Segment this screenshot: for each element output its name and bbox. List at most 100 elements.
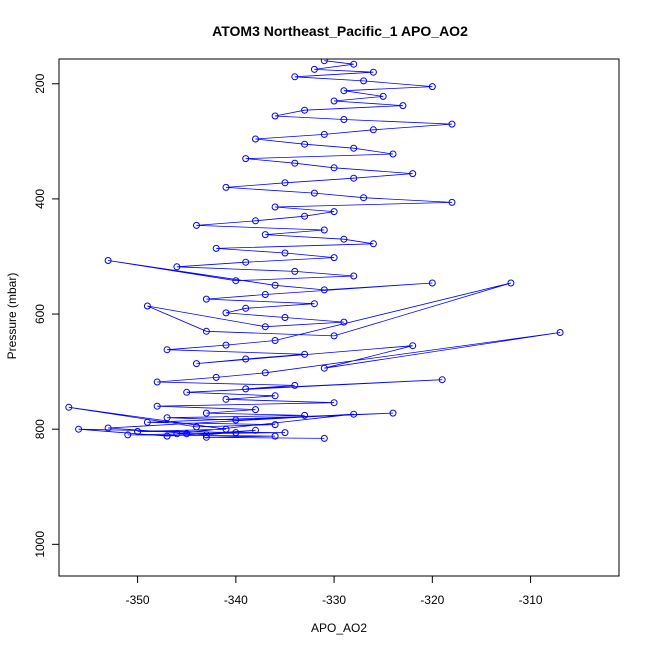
- data-point: [134, 428, 142, 435]
- data-point: [389, 150, 397, 158]
- data-point: [143, 418, 151, 426]
- data-point: [222, 341, 230, 349]
- data-point: [202, 327, 210, 335]
- data-point: [320, 226, 328, 234]
- data-point: [202, 433, 210, 441]
- data-point: [360, 77, 368, 85]
- data-point: [202, 295, 210, 303]
- chart-title: ATOM3 Northeast_Pacific_1 APO_AO2: [212, 23, 468, 39]
- data-point: [301, 411, 309, 419]
- data-point: [212, 373, 220, 381]
- data-point: [271, 432, 279, 440]
- axes-layer: -350 -340 -330 -320 -310 200 400 600 800 1000: [33, 73, 543, 607]
- data-layer: [65, 59, 564, 442]
- data-point: [202, 431, 210, 439]
- data-point: [104, 424, 112, 432]
- data-point: [232, 416, 240, 424]
- data-point: [163, 414, 171, 422]
- data-point: [222, 395, 230, 403]
- data-point: [320, 286, 328, 294]
- data-point: [271, 281, 279, 289]
- data-point: [379, 92, 387, 100]
- data-point: [252, 135, 259, 143]
- data-point: [232, 429, 240, 437]
- y-tick-label: 1000: [33, 531, 47, 558]
- data-point: [222, 309, 230, 317]
- data-point: [448, 120, 456, 128]
- x-tick-label: -310: [519, 593, 543, 607]
- data-point: [369, 68, 377, 76]
- data-point: [320, 364, 328, 372]
- data-point: [320, 59, 328, 65]
- data-point: [389, 409, 397, 417]
- data-point: [173, 430, 181, 438]
- data-point: [448, 198, 456, 206]
- data-point: [281, 249, 289, 257]
- data-point: [222, 183, 230, 191]
- data-point: [163, 432, 171, 440]
- data-point: [291, 73, 299, 81]
- data-point: [330, 208, 338, 216]
- data-point: [350, 60, 358, 68]
- data-point: [330, 399, 338, 407]
- data-point: [252, 406, 259, 414]
- data-point: [261, 231, 269, 239]
- data-point: [301, 140, 309, 148]
- y-tick-label: 400: [33, 189, 47, 209]
- data-point: [301, 212, 309, 220]
- data-point: [281, 179, 289, 187]
- y-tick-label: 800: [33, 419, 47, 439]
- data-point: [428, 83, 436, 91]
- data-point: [261, 369, 269, 377]
- data-point: [183, 430, 191, 438]
- data-point: [340, 235, 348, 243]
- data-point: [330, 97, 338, 105]
- data-point: [291, 381, 299, 389]
- data-point: [193, 221, 200, 229]
- data-point: [271, 392, 279, 400]
- data-point: [261, 323, 269, 331]
- data-point: [65, 403, 73, 411]
- data-point: [350, 144, 358, 152]
- data-point: [409, 170, 417, 178]
- data-point: [242, 385, 250, 393]
- data-point: [173, 263, 181, 271]
- data-point: [212, 244, 220, 252]
- data-point: [271, 112, 279, 120]
- data-point: [252, 217, 259, 225]
- data-point: [310, 300, 318, 308]
- y-tick-label: 600: [33, 304, 47, 324]
- data-point: [350, 174, 358, 182]
- data-point: [350, 410, 358, 418]
- data-point: [281, 314, 289, 321]
- data-point: [222, 425, 230, 433]
- data-point: [143, 302, 151, 310]
- data-point: [438, 376, 446, 384]
- data-point: [399, 102, 407, 110]
- data-point: [360, 194, 368, 202]
- data-point: [271, 421, 279, 429]
- data-point: [556, 329, 564, 336]
- data-point: [153, 402, 161, 410]
- data-point: [252, 426, 259, 434]
- data-point: [330, 164, 338, 172]
- x-tick-label: -340: [224, 593, 248, 607]
- data-point: [271, 203, 279, 211]
- data-point: [242, 304, 250, 312]
- data-point: [310, 189, 318, 197]
- data-point: [369, 240, 377, 248]
- data-point: [409, 342, 417, 350]
- data-point: [301, 350, 309, 358]
- data-point: [428, 279, 436, 287]
- data-point: [507, 279, 515, 287]
- data-point: [75, 425, 83, 433]
- plot-frame: [58, 58, 620, 577]
- data-point: [193, 423, 200, 431]
- x-tick-label: -350: [126, 593, 150, 607]
- data-point: [242, 155, 250, 163]
- data-point: [340, 318, 348, 326]
- x-tick-label: -330: [322, 593, 346, 607]
- data-point: [369, 126, 377, 134]
